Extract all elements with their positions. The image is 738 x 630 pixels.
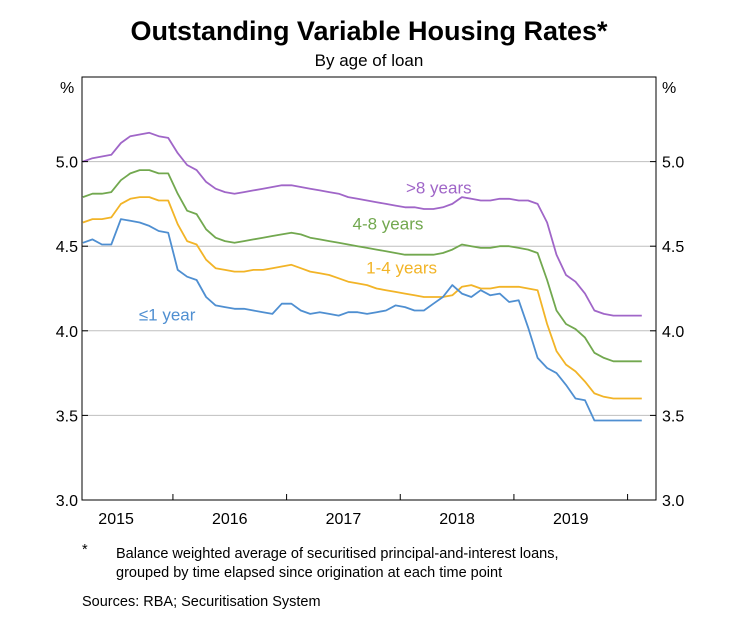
x-tick-label: 2018 <box>439 511 475 528</box>
y-unit-left: % <box>60 80 74 97</box>
y-tick-label-right: 3.0 <box>662 493 684 510</box>
series-label: 1-4 years <box>366 258 437 277</box>
chart-subtitle: By age of loan <box>315 51 424 70</box>
series-line <box>82 218 642 422</box>
series-line <box>82 196 642 400</box>
y-tick-label-left: 5.0 <box>56 155 78 172</box>
footnote-mark: * <box>82 542 88 558</box>
sources-note: Sources: RBA; Securitisation System <box>82 594 321 610</box>
y-tick-label-left: 4.5 <box>56 239 78 256</box>
y-tick-label-left: 3.0 <box>56 493 78 510</box>
x-tick-label: 2016 <box>212 511 248 528</box>
y-tick-label-right: 5.0 <box>662 155 684 172</box>
series-line <box>82 169 642 363</box>
series-line <box>82 131 642 317</box>
x-tick-label: 2015 <box>98 511 134 528</box>
y-tick-label-right: 4.0 <box>662 324 684 341</box>
gridlines <box>82 161 656 416</box>
footnote-text: Balance weighted average of securitised … <box>116 545 676 583</box>
y-tick-label-left: 3.5 <box>56 408 78 425</box>
chart-title: Outstanding Variable Housing Rates* <box>130 16 608 46</box>
x-tick-label: 2019 <box>553 511 589 528</box>
series-label: 4-8 years <box>353 214 424 233</box>
footnote-line-2: grouped by time elapsed since originatio… <box>116 565 503 581</box>
x-tick-label: 2017 <box>326 511 362 528</box>
axes: 3.0 3.0 3.5 3.5 4.0 4.0 4.5 4.5 5.0 5.0 2015 2016 20… <box>56 76 684 528</box>
y-tick-label-right: 3.5 <box>662 408 684 425</box>
footnote-line-1: Balance weighted average of securitised … <box>116 546 559 562</box>
series-label: ≤1 year <box>139 306 196 325</box>
plot-frame <box>81 76 657 501</box>
series-lines <box>82 131 642 422</box>
y-tick-label-right: 4.5 <box>662 239 684 256</box>
series-labels: >8 years 4-8 years 1-4 years ≤1 year <box>139 179 472 325</box>
y-tick-label-left: 4.0 <box>56 324 78 341</box>
series-label: >8 years <box>406 179 472 198</box>
y-unit-right: % <box>662 80 676 97</box>
